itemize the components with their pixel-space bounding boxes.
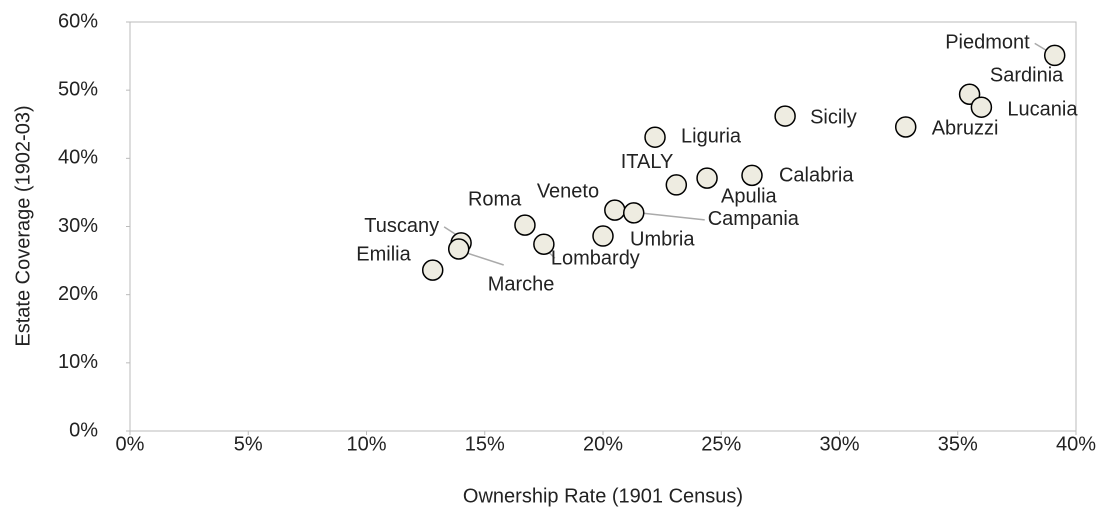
- data-label: ITALY: [621, 151, 674, 173]
- x-tick-label: 25%: [701, 433, 741, 455]
- point: [592, 225, 614, 247]
- data-label: Marche: [488, 273, 555, 295]
- point: [894, 116, 917, 138]
- y-tick-label: 50%: [58, 78, 98, 100]
- leader-line: [463, 251, 504, 266]
- x-tick-label: 35%: [938, 433, 978, 455]
- data-label: Campania: [708, 208, 800, 230]
- data-label: Apulia: [721, 185, 777, 207]
- data-label: Sardinia: [990, 65, 1064, 87]
- point: [1043, 44, 1066, 67]
- point: [970, 96, 993, 118]
- data-label: Calabria: [779, 165, 854, 187]
- data-label: Abruzzi: [932, 117, 999, 139]
- data-label: Lombardy: [551, 248, 640, 270]
- data-label: Emilia: [356, 243, 411, 265]
- data-label: Piedmont: [945, 32, 1030, 54]
- x-tick-label: 15%: [465, 433, 505, 455]
- x-tick-label: 0%: [116, 433, 145, 455]
- y-tick-label: 20%: [58, 283, 98, 305]
- data-label: Lucania: [1007, 98, 1078, 120]
- y-tick-label: 40%: [58, 147, 98, 169]
- y-tick-label: 30%: [58, 215, 98, 237]
- data-label: Veneto: [537, 180, 599, 202]
- point: [447, 238, 470, 260]
- point: [604, 199, 626, 221]
- point: [514, 214, 536, 236]
- point: [774, 105, 796, 127]
- point: [665, 174, 688, 196]
- point: [622, 202, 645, 224]
- x-tick-label: 5%: [234, 433, 263, 455]
- leader-line: [639, 212, 705, 221]
- x-axis-title: Ownership Rate (1901 Census): [463, 485, 743, 507]
- data-label: Tuscany: [364, 215, 439, 237]
- x-tick-label: 30%: [819, 433, 859, 455]
- point: [421, 259, 444, 281]
- y-tick-label: 10%: [58, 351, 98, 373]
- y-axis-title: Estate Coverage (1902-03): [12, 105, 34, 346]
- point: [533, 233, 555, 255]
- point: [696, 167, 718, 189]
- data-label: Sicily: [810, 106, 857, 128]
- x-tick-label: 10%: [346, 433, 386, 455]
- point: [644, 126, 666, 148]
- x-tick-label: 40%: [1056, 433, 1096, 455]
- y-tick-label: 0%: [69, 419, 98, 441]
- x-tick-label: 20%: [583, 433, 623, 455]
- data-label: Roma: [468, 188, 522, 210]
- data-label: Umbria: [630, 228, 695, 250]
- data-label: Liguria: [681, 125, 742, 147]
- y-tick-label: 60%: [58, 10, 98, 32]
- point: [741, 164, 763, 187]
